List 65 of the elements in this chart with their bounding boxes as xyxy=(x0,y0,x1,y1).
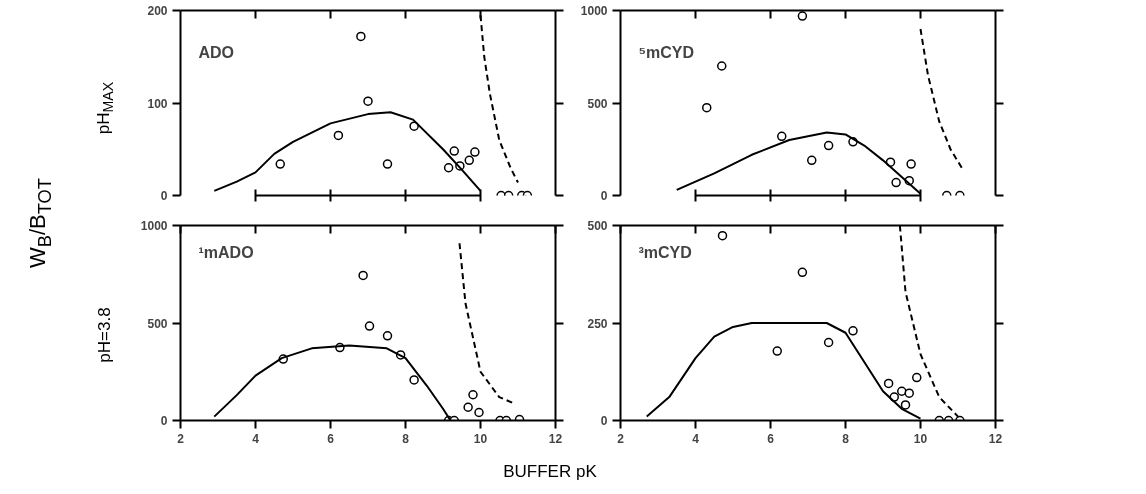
point xyxy=(449,146,459,156)
point xyxy=(382,159,393,169)
x-tick-label: 8 xyxy=(402,431,410,446)
point xyxy=(897,386,907,396)
x-tick-label: 4 xyxy=(692,431,700,446)
y-tick-label: 0 xyxy=(160,189,168,203)
x-tick-label: 10 xyxy=(913,431,928,446)
annotation: ADO xyxy=(198,43,235,61)
point xyxy=(409,375,419,385)
x-tick-label: 6 xyxy=(767,431,775,446)
point xyxy=(848,326,858,336)
point xyxy=(443,163,454,173)
y-axis-title: pH=3.8 xyxy=(93,307,115,363)
annotation: ¹mADO xyxy=(198,243,254,261)
point xyxy=(891,177,901,188)
annotation: ³mCYD xyxy=(638,243,692,261)
point xyxy=(474,407,484,418)
point xyxy=(777,131,787,142)
point xyxy=(363,96,373,106)
y-tick-label: 200 xyxy=(147,4,168,18)
x-tick-label: 12 xyxy=(548,431,563,446)
point xyxy=(906,159,916,169)
point xyxy=(883,378,894,389)
y-tick-label: 100 xyxy=(147,96,168,111)
x-tick-label: 6 xyxy=(327,431,335,446)
point xyxy=(470,147,480,157)
point xyxy=(823,140,834,151)
y-tick-label: 1000 xyxy=(580,4,608,18)
y-tick-label: 1000 xyxy=(140,219,168,233)
point xyxy=(275,159,285,169)
x-axis-title: BUFFER pK xyxy=(502,461,598,483)
y-tick-label: 500 xyxy=(587,96,608,111)
y-tick-label: 500 xyxy=(147,316,168,331)
point xyxy=(797,267,808,278)
point xyxy=(900,400,911,410)
point xyxy=(717,61,727,71)
point xyxy=(772,346,782,356)
x-tick-label: 2 xyxy=(617,431,625,446)
point xyxy=(807,155,817,166)
point xyxy=(468,390,478,400)
line-series xyxy=(919,28,963,169)
x-tick-label: 8 xyxy=(842,431,850,446)
annotation: ⁵mCYD xyxy=(638,43,695,61)
x-tick-label: 4 xyxy=(252,431,260,446)
point xyxy=(382,331,393,341)
x-tick-label: 10 xyxy=(473,431,488,446)
point xyxy=(333,130,344,141)
point xyxy=(823,337,834,348)
point xyxy=(797,11,808,21)
point xyxy=(358,270,368,281)
point xyxy=(356,31,366,42)
point xyxy=(463,402,473,412)
y-tick-label: 0 xyxy=(600,414,608,428)
point xyxy=(364,321,375,331)
y-tick-label: 250 xyxy=(587,316,608,331)
y-tick-label: 500 xyxy=(587,219,608,233)
point xyxy=(464,155,474,166)
point xyxy=(912,372,922,383)
x-tick-label: 2 xyxy=(177,431,185,446)
y-tick-label: 0 xyxy=(600,189,608,203)
x-tick-label: 12 xyxy=(988,431,1003,446)
point xyxy=(904,388,914,398)
point xyxy=(717,230,728,241)
point xyxy=(702,102,712,113)
y-tick-label: 0 xyxy=(160,414,168,428)
